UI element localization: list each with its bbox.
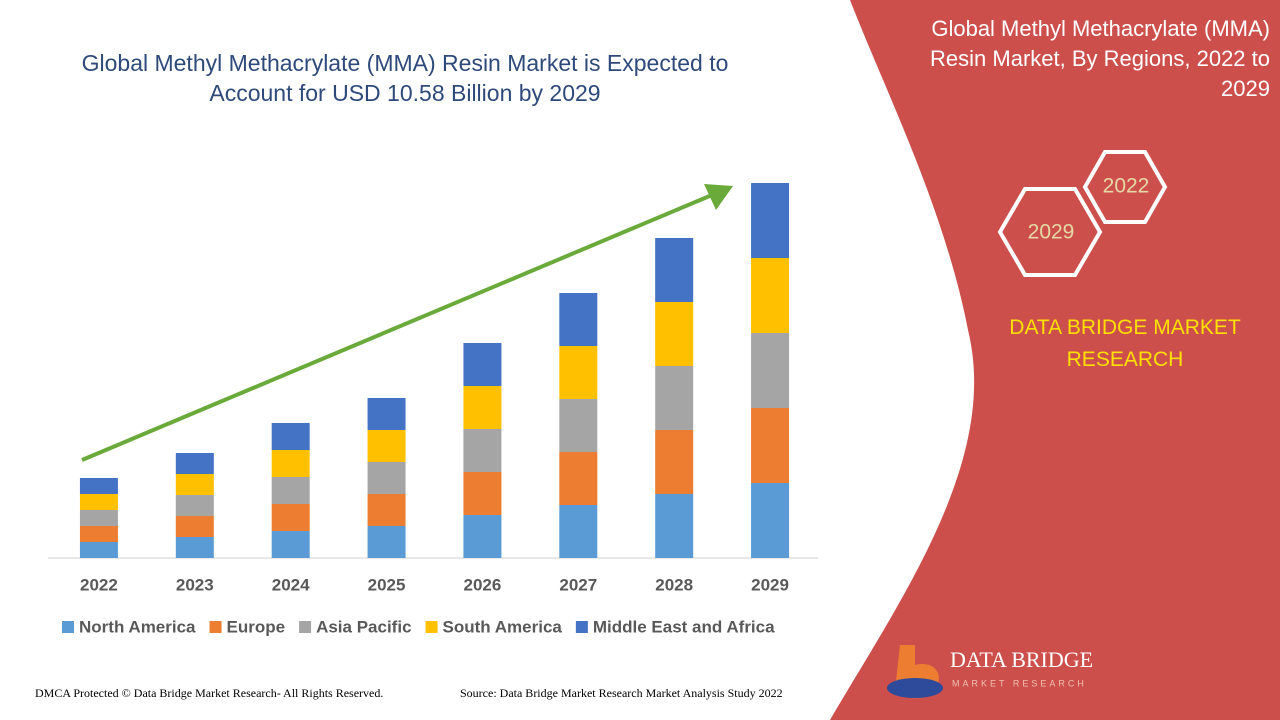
bar-segment	[751, 408, 790, 483]
legend-swatch	[575, 621, 588, 633]
bar-segment	[367, 526, 406, 558]
bar-segment	[559, 452, 598, 505]
bar-segment	[463, 343, 502, 386]
bar-segment	[463, 429, 502, 472]
bar-segment	[751, 183, 790, 258]
logo-mark	[887, 678, 943, 698]
bar-segment	[79, 510, 118, 526]
bar-segment	[559, 293, 598, 346]
bar-segment	[79, 478, 118, 494]
x-tick-label: 2029	[751, 575, 789, 594]
hexagon-label: 2022	[1103, 175, 1150, 198]
x-tick-label: 2022	[80, 575, 118, 594]
bar-segment	[175, 453, 214, 474]
hexagon-label: 2029	[1028, 221, 1075, 244]
chart-title: Global Methyl Methacrylate (MMA) Resin M…	[81, 50, 729, 106]
bar-segment	[367, 398, 406, 430]
legend-label: Asia Pacific	[316, 617, 411, 636]
x-tick-label: 2023	[176, 575, 214, 594]
bar-segment	[175, 474, 214, 495]
bar-segment	[751, 333, 790, 408]
footer-right: Source: Data Bridge Market Research Mark…	[460, 686, 783, 700]
legend-swatch	[62, 621, 74, 633]
bar-segment	[559, 346, 598, 399]
bar-segment	[655, 238, 694, 302]
bar-segment	[271, 504, 310, 531]
legend-label: North America	[79, 617, 196, 636]
legend-label: Middle East and Africa	[593, 617, 775, 636]
hexagon	[1082, 150, 1168, 224]
bar-segment	[463, 472, 502, 515]
bar-segment	[559, 399, 598, 452]
bar-segment	[655, 430, 694, 494]
bar-segment	[79, 494, 118, 510]
bar-segment	[463, 386, 502, 429]
bar-segment	[655, 366, 694, 430]
bar-segment	[79, 542, 118, 558]
bar-segment	[271, 450, 310, 477]
bar-segment	[175, 537, 214, 558]
bar-segment	[751, 483, 790, 558]
logo-name: DATA BRIDGE	[950, 647, 1093, 672]
x-tick-label: 2028	[655, 575, 693, 594]
bar-segment	[271, 531, 310, 558]
arrow-head	[704, 184, 733, 210]
footer-left: DMCA Protected © Data Bridge Market Rese…	[35, 686, 384, 700]
legend-label: South America	[443, 617, 563, 636]
x-tick-label: 2026	[464, 575, 502, 594]
bar-segment	[559, 505, 598, 558]
bar-segment	[79, 526, 118, 542]
side-panel	[830, 0, 1280, 720]
bar-segment	[271, 477, 310, 504]
bar-segment	[655, 302, 694, 366]
bar-segment	[367, 494, 406, 526]
panel-title: Global Methyl Methacrylate (MMA) Resin M…	[930, 16, 1270, 101]
legend-swatch	[209, 621, 222, 633]
bar-segment	[367, 462, 406, 494]
bar-segment	[175, 516, 214, 537]
brand: DATA BRIDGE MARKET RESEARCH	[1009, 316, 1241, 371]
bar-segment	[271, 423, 310, 450]
x-tick-label: 2027	[559, 575, 597, 594]
bar-segment	[367, 430, 406, 462]
trend-arrow	[81, 193, 713, 462]
hexagon	[997, 187, 1103, 277]
logo-tagline: MARKET RESEARCH	[952, 678, 1087, 688]
bar-segment	[751, 258, 790, 333]
legend-swatch	[425, 621, 438, 633]
bar-segment	[463, 515, 502, 558]
x-tick-label: 2024	[272, 575, 310, 594]
legend-swatch	[299, 621, 312, 633]
bar-segment	[655, 494, 694, 558]
x-tick-label: 2025	[368, 575, 406, 594]
legend-label: Europe	[227, 617, 286, 636]
bar-segment	[175, 495, 214, 516]
